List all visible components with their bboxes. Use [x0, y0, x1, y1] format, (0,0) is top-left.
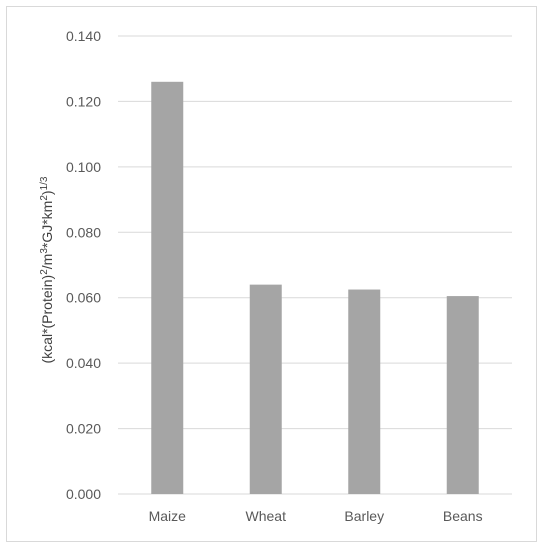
y-tick-label: 0.040	[66, 355, 101, 371]
y-tick-label: 0.020	[66, 421, 101, 437]
x-tick-label: Wheat	[246, 508, 287, 524]
bar-beans	[446, 296, 479, 494]
x-tick-label: Maize	[149, 508, 187, 524]
y-tick-label: 0.060	[66, 290, 101, 306]
y-axis-label: (kcal*(Protein)2/m3*GJ*km2)1/3	[39, 176, 56, 363]
bar-maize	[151, 81, 184, 495]
bar-wheat	[249, 284, 282, 494]
y-tick-label: 0.140	[66, 28, 101, 44]
x-tick-label: Beans	[443, 508, 483, 524]
y-tick-label: 0.120	[66, 93, 101, 109]
bar-barley	[348, 289, 381, 494]
x-tick-labels: Maize Wheat Barley Beans	[149, 508, 483, 524]
y-tick-labels: 0.000 0.020 0.040 0.060 0.080 0.100 0.120 0.140	[66, 28, 101, 502]
y-tick-label: 0.080	[66, 224, 101, 240]
bars	[151, 81, 479, 495]
y-tick-label: 0.100	[66, 159, 101, 175]
y-tick-label: 0.000	[66, 486, 101, 502]
gridlines	[118, 35, 512, 495]
x-tick-label: Barley	[344, 508, 384, 524]
